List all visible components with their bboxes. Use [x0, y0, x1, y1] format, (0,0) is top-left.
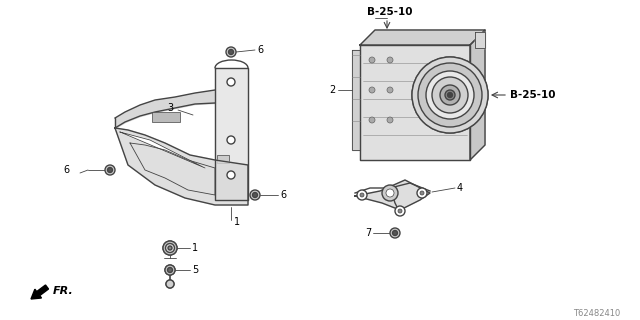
Polygon shape	[360, 30, 485, 45]
Text: B-25-10: B-25-10	[367, 7, 413, 17]
Text: 7: 7	[365, 228, 371, 238]
Circle shape	[105, 165, 115, 175]
Circle shape	[440, 85, 460, 105]
Text: 4: 4	[457, 183, 463, 193]
Polygon shape	[120, 132, 205, 168]
Circle shape	[166, 280, 174, 288]
Circle shape	[382, 185, 398, 201]
Text: 1: 1	[192, 243, 198, 253]
Circle shape	[168, 283, 172, 285]
Circle shape	[369, 87, 375, 93]
Circle shape	[390, 228, 400, 238]
Text: 5: 5	[192, 265, 198, 275]
Circle shape	[165, 265, 175, 275]
Polygon shape	[470, 30, 485, 160]
Text: 2: 2	[329, 85, 335, 95]
Circle shape	[392, 230, 397, 236]
Circle shape	[412, 57, 488, 133]
Text: 6: 6	[64, 165, 70, 175]
Polygon shape	[352, 50, 360, 150]
Circle shape	[357, 190, 367, 200]
Text: FR.: FR.	[53, 286, 74, 296]
Circle shape	[369, 117, 375, 123]
Circle shape	[253, 193, 257, 197]
Circle shape	[432, 77, 468, 113]
Text: T62482410: T62482410	[573, 308, 620, 317]
Circle shape	[226, 47, 236, 57]
Circle shape	[387, 117, 393, 123]
Polygon shape	[355, 180, 430, 210]
Text: 6: 6	[280, 190, 286, 200]
Circle shape	[227, 136, 235, 144]
Circle shape	[227, 171, 235, 179]
Circle shape	[417, 188, 427, 198]
Text: 3: 3	[167, 103, 173, 113]
Circle shape	[227, 78, 235, 86]
Polygon shape	[360, 45, 470, 160]
Circle shape	[420, 191, 424, 195]
Circle shape	[250, 190, 260, 200]
Circle shape	[387, 57, 393, 63]
Circle shape	[445, 90, 455, 100]
Circle shape	[398, 209, 402, 213]
Circle shape	[228, 50, 234, 54]
Polygon shape	[215, 68, 248, 200]
Circle shape	[447, 92, 452, 98]
Circle shape	[387, 87, 393, 93]
Bar	[217, 155, 229, 163]
Text: 6: 6	[257, 45, 263, 55]
Circle shape	[168, 246, 172, 250]
Polygon shape	[115, 128, 248, 205]
Text: B-25-10: B-25-10	[510, 90, 556, 100]
Circle shape	[426, 71, 474, 119]
Circle shape	[369, 57, 375, 63]
Circle shape	[418, 63, 482, 127]
Circle shape	[166, 244, 175, 252]
Circle shape	[163, 241, 177, 255]
Circle shape	[395, 206, 405, 216]
Bar	[152, 112, 180, 122]
Circle shape	[386, 189, 394, 197]
Circle shape	[168, 268, 173, 273]
Text: 1: 1	[234, 217, 240, 227]
Polygon shape	[475, 32, 485, 48]
Circle shape	[108, 167, 113, 172]
Circle shape	[360, 193, 364, 197]
FancyArrow shape	[31, 285, 49, 299]
